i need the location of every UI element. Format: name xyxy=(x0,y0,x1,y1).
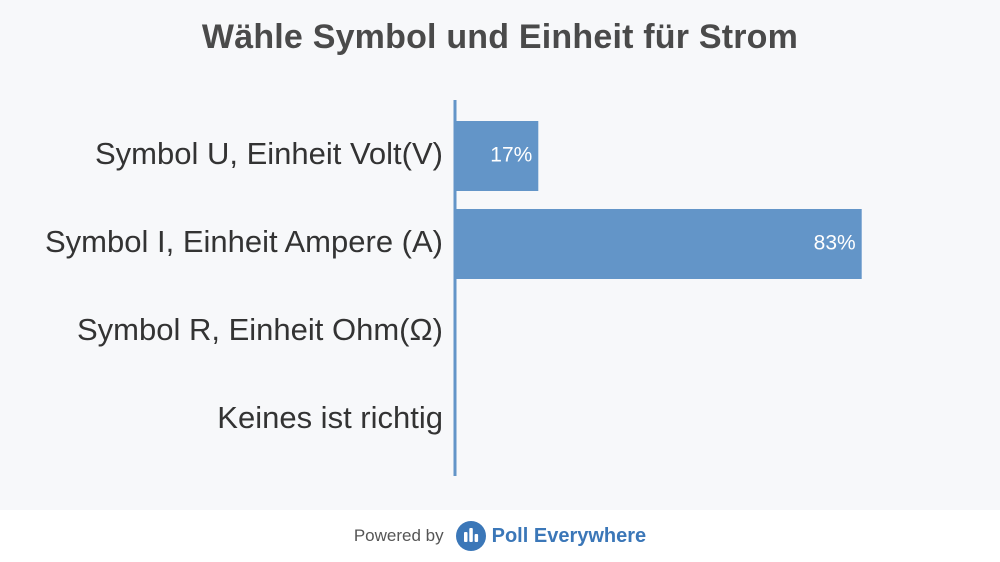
chart-stage: Wähle Symbol und Einheit für Strom Symbo… xyxy=(45,18,862,476)
brand-link[interactable]: Poll Everywhere xyxy=(455,521,647,551)
bar-value-label: 17% xyxy=(490,144,532,167)
poll-everywhere-logo-icon xyxy=(455,521,486,551)
category-label: Symbol R, Einheit Ohm(Ω) xyxy=(77,312,443,347)
bar xyxy=(455,121,539,191)
bar xyxy=(455,209,862,279)
powered-by-label: Powered by xyxy=(353,526,444,545)
category-label: Symbol U, Einheit Volt(V) xyxy=(95,136,443,171)
poll-title: Wähle Symbol und Einheit für Strom xyxy=(201,18,799,56)
category-label: Keines ist richtig xyxy=(217,400,443,435)
category-label: Symbol I, Einheit Ampere (A) xyxy=(45,224,443,259)
bar-chart: Symbol U, Einheit Volt(V) 17% Symbol I, Ei… xyxy=(45,100,862,476)
bar-value-label: 83% xyxy=(814,232,856,255)
brand-name: Poll Everywhere xyxy=(491,524,647,547)
footer: Powered by Poll Everywhere xyxy=(0,510,1000,562)
